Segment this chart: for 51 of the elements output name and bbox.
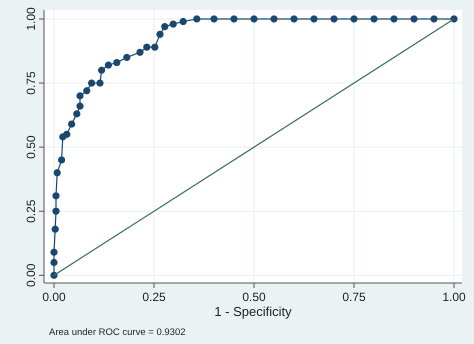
y-tick-label: 0.75 [24,71,38,95]
point [270,15,278,23]
y-tick-label: 1.00 [24,6,38,31]
point [151,44,158,51]
point [73,110,80,118]
x-tick-label: 0.75 [342,290,366,304]
x-tick-label: 0.25 [142,290,166,304]
point [58,156,66,164]
y-tick-label: 0.25 [24,199,38,223]
point [350,15,358,23]
x-tick-label: 1.00 [442,290,466,304]
point [410,15,418,23]
point [390,15,398,23]
point [180,18,187,26]
point [230,15,238,23]
x-tick-label: 0.50 [242,290,266,304]
point [76,102,84,110]
point [52,208,60,215]
point [68,120,76,128]
point [98,66,106,74]
x-axis-title: 1 - Specificity [214,304,292,319]
text: Area under ROC curve = 0.9302 [49,327,186,338]
point [50,248,58,256]
point [193,15,200,23]
x-tick-label: 0.00 [42,290,66,304]
point [143,44,150,51]
point [104,62,112,69]
point [54,169,61,176]
y-tick-label: 0.00 [24,263,38,287]
point [52,192,60,200]
point [88,79,96,87]
point [83,87,90,94]
point [136,48,144,56]
point [113,58,120,66]
point [76,92,84,100]
y-tick-label: 0.50 [24,135,38,159]
point [330,15,338,23]
point [123,54,130,62]
point [50,258,58,266]
point [156,30,164,38]
point [370,15,378,23]
point [161,23,168,30]
point [430,15,438,23]
point [63,130,70,138]
point [250,15,258,23]
point [310,15,318,23]
point [52,226,59,233]
point [170,20,177,28]
point [210,15,218,23]
point [290,15,298,23]
point [96,79,104,87]
